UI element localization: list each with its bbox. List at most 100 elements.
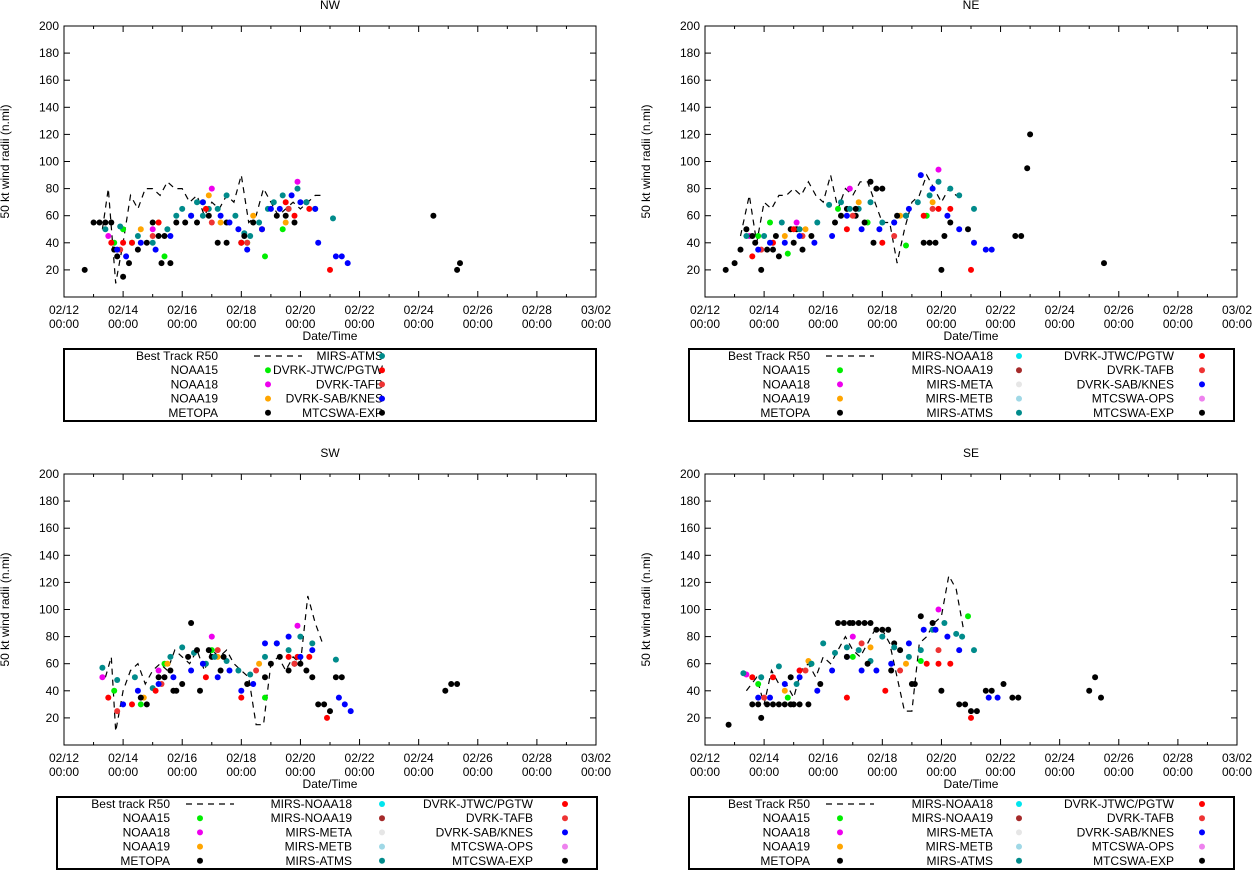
data-point — [223, 658, 230, 664]
legend-marker — [562, 857, 568, 864]
data-point — [199, 212, 206, 219]
data-point — [457, 260, 463, 267]
x-tick-label: 00:00 — [522, 317, 552, 331]
x-tick-label: 00:00 — [108, 765, 138, 779]
data-point — [749, 233, 756, 239]
legend-label: NOAA18 — [171, 377, 219, 391]
data-point — [306, 653, 313, 660]
legend-marker — [562, 815, 568, 822]
data-point — [179, 205, 186, 212]
x-tick-label: 00:00 — [867, 765, 897, 779]
data-point — [214, 647, 221, 654]
data-point — [341, 701, 348, 708]
y-tick-label: 200 — [39, 19, 59, 33]
data-point — [935, 647, 942, 654]
y-tick-label: 60 — [46, 209, 60, 223]
data-point — [802, 667, 809, 674]
series-metopa — [81, 199, 463, 280]
data-point — [149, 226, 156, 233]
x-tick-label: 02/16 — [167, 751, 197, 765]
x-tick-label: 00:00 — [867, 317, 897, 331]
data-point — [891, 233, 898, 239]
legend-marker — [197, 815, 203, 822]
x-tick-label: 00:00 — [1104, 765, 1134, 779]
data-point — [743, 226, 750, 233]
x-tick-label: 02/14 — [749, 303, 779, 317]
data-point — [335, 694, 342, 701]
x-tick-label: 00:00 — [749, 317, 779, 331]
data-point — [182, 219, 189, 226]
data-point — [223, 239, 230, 246]
data-point — [197, 687, 203, 694]
data-point — [330, 215, 336, 222]
legend-label: MIRS-NOAA19 — [271, 811, 353, 825]
data-point — [784, 694, 791, 701]
x-tick-label: 02/28 — [1163, 303, 1193, 317]
data-point — [327, 708, 333, 715]
y-tick-label: 100 — [39, 603, 59, 617]
data-point — [796, 233, 803, 239]
data-point — [944, 212, 951, 219]
data-point — [985, 694, 992, 701]
data-point — [820, 640, 827, 647]
data-point — [932, 626, 939, 633]
data-point — [270, 199, 277, 206]
data-point — [158, 260, 165, 267]
data-point — [294, 178, 301, 185]
data-point — [861, 620, 868, 626]
data-point — [338, 674, 345, 681]
x-tick-label: 02/16 — [808, 303, 838, 317]
chart-title: SE — [963, 446, 979, 460]
legend-label: MTCSWA-EXP — [1093, 854, 1174, 868]
data-point — [309, 647, 316, 654]
x-tick-label: 02/16 — [167, 303, 197, 317]
data-point — [1012, 233, 1019, 239]
legend-label: NOAA15 — [763, 363, 811, 377]
y-tick-label: 140 — [39, 548, 59, 562]
y-axis-label: 50 kt wind radii (n.mi) — [639, 104, 653, 218]
legend-label: DVRK-JTWC/PGTW — [1064, 349, 1175, 363]
data-point — [761, 694, 768, 701]
best-track-line — [745, 573, 965, 712]
data-point — [879, 633, 886, 640]
data-point — [790, 226, 797, 233]
x-tick-label: 02/14 — [108, 303, 138, 317]
data-point — [968, 714, 974, 721]
data-point — [938, 687, 945, 694]
x-tick-label: 02/28 — [1163, 751, 1193, 765]
y-tick-label: 200 — [680, 19, 700, 33]
legend-label: NOAA15 — [171, 363, 219, 377]
data-point — [173, 219, 180, 226]
data-point — [99, 664, 106, 671]
data-point — [164, 660, 171, 667]
data-point — [982, 246, 989, 253]
x-tick-label: 02/14 — [749, 751, 779, 765]
data-point — [917, 647, 924, 654]
data-point — [199, 199, 206, 206]
data-point — [149, 233, 156, 239]
data-point — [956, 647, 963, 654]
x-tick-label: 00:00 — [808, 317, 838, 331]
chart-panel-se: SE2040608010012014016018020002/1200:0002… — [639, 446, 1252, 870]
data-point — [805, 701, 812, 708]
x-tick-label: 02/12 — [49, 303, 79, 317]
data-point — [905, 653, 912, 660]
data-point — [829, 667, 836, 674]
x-tick-label: 00:00 — [1163, 317, 1193, 331]
data-point — [867, 178, 874, 185]
x-tick-label: 02/22 — [986, 303, 1016, 317]
data-point — [226, 219, 233, 226]
data-point — [917, 658, 924, 664]
legend-label: MTCSWA-EXP — [1093, 406, 1174, 420]
legend-marker — [1016, 843, 1022, 850]
data-point — [288, 192, 295, 199]
data-point — [332, 674, 339, 681]
data-point — [876, 226, 883, 233]
data-point — [179, 681, 186, 687]
series-noaa19 — [137, 192, 289, 233]
legend-label: Best Track R50 — [136, 349, 218, 363]
data-point — [262, 674, 268, 681]
data-point — [752, 239, 759, 246]
data-point — [170, 687, 177, 694]
y-tick-label: 60 — [687, 657, 701, 671]
